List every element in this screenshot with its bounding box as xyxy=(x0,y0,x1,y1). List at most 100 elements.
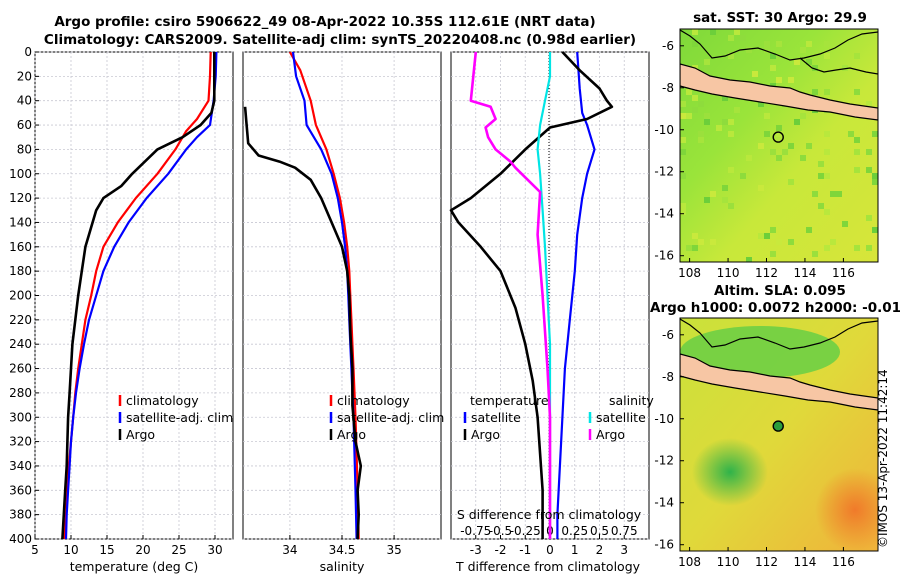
sst-pixel xyxy=(722,185,728,191)
sst-lat-ticks: -6 -8 -10 -12 -14 -16 xyxy=(654,39,684,263)
lat-tick-label: -16 xyxy=(654,538,674,552)
lon-tick-label: 110 xyxy=(717,266,740,280)
sla-frame xyxy=(679,317,879,552)
legend-satellite-label: satellite-adj. clim xyxy=(126,410,233,425)
sst-pixel xyxy=(704,197,710,203)
sst-pixel xyxy=(824,173,830,179)
difference-x-label: T difference from climatology xyxy=(455,559,641,574)
sst-pixel xyxy=(824,149,830,155)
sst-pixel xyxy=(728,167,734,173)
lat-tick-label: -12 xyxy=(654,165,674,179)
x-tick-label: 2 xyxy=(596,543,604,557)
sst-pixel xyxy=(764,41,770,47)
sst-pixel xyxy=(818,161,824,167)
series-argo xyxy=(61,52,216,540)
sst-pixel xyxy=(680,149,686,155)
sst-pixel xyxy=(692,245,698,251)
sst-pixel xyxy=(764,233,770,239)
difference-panel: -3 -2 -1 0 1 2 3 -0.75-0.5-0.25 0 0.25 0.5 0.75 T … xyxy=(449,51,654,574)
sst-pixel xyxy=(824,41,830,47)
series-s-argo xyxy=(469,51,552,539)
series-t-satellite xyxy=(556,51,596,539)
y-tick-label: 300 xyxy=(9,410,32,424)
y-tick-label: 160 xyxy=(9,240,32,254)
sst-pixel xyxy=(758,185,764,191)
sst-pixel xyxy=(692,41,698,47)
s-tick-label: -0.75 xyxy=(460,524,491,538)
salinity-legend: climatology satellite-adj. clim Argo xyxy=(329,393,444,442)
sst-pixel xyxy=(836,191,842,197)
sst-pixel xyxy=(776,131,782,137)
y-tick-label: 60 xyxy=(17,118,32,132)
sla-high-eddy xyxy=(815,468,878,551)
sst-pixel xyxy=(698,137,704,143)
sst-pixel xyxy=(716,125,722,131)
x-tick-label: 34.5 xyxy=(329,543,356,557)
y-tick-label: 380 xyxy=(9,508,32,522)
sst-pixel xyxy=(722,95,728,101)
sulawesi-coastline xyxy=(799,57,878,75)
lon-tick-label: 108 xyxy=(678,266,701,280)
lat-tick-label: -6 xyxy=(662,328,674,342)
sst-pixel xyxy=(704,59,710,65)
sst-pixel xyxy=(710,239,716,245)
sst-pixel xyxy=(824,131,830,137)
sst-pixel xyxy=(764,131,770,137)
y-tick-label: 120 xyxy=(9,191,32,205)
sst-pixel xyxy=(770,251,776,257)
y-tick-label: 260 xyxy=(9,362,32,376)
sst-pixel xyxy=(812,89,818,95)
java-landmass xyxy=(680,353,878,411)
sst-pixel xyxy=(854,245,860,251)
sst-pixel xyxy=(728,119,734,125)
sst-pixel xyxy=(728,203,734,209)
sst-pixel xyxy=(692,29,698,35)
lon-tick-label: 114 xyxy=(793,266,816,280)
lat-tick-label: -12 xyxy=(654,454,674,468)
lon-tick-label: 116 xyxy=(832,555,855,569)
difference-grid xyxy=(451,51,649,540)
sst-pixel xyxy=(788,143,794,149)
sst-pixel xyxy=(800,155,806,161)
sst-pixel xyxy=(818,173,824,179)
temperature-series xyxy=(61,51,218,540)
sst-pixel xyxy=(770,149,776,155)
y-tick-label: 20 xyxy=(17,69,32,83)
sst-pixel xyxy=(866,215,872,221)
lon-tick-label: 116 xyxy=(832,266,855,280)
legend-t-satellite-label: satellite xyxy=(471,410,521,425)
sst-pixel xyxy=(686,245,692,251)
sst-pixel xyxy=(692,107,698,113)
legend-salinity-title: salinity xyxy=(609,393,654,408)
sst-pixel xyxy=(872,179,878,185)
salinity-grid xyxy=(243,51,441,540)
sst-pixel xyxy=(734,29,740,35)
x-tick-label: -3 xyxy=(470,543,482,557)
y-tick-label: 280 xyxy=(9,386,32,400)
sst-pixel xyxy=(680,209,686,215)
temperature-y-ticks: 0 20 40 60 80 100 120 140 160 180 200 220 240 260 280 3… xyxy=(9,45,39,546)
sst-pixel xyxy=(734,107,740,113)
sst-pixel xyxy=(854,167,860,173)
x-tick-label: -2 xyxy=(495,543,507,557)
sla-argo-marker xyxy=(772,420,784,432)
sst-pixel xyxy=(776,239,782,245)
sst-pixel xyxy=(872,131,878,137)
sst-pixel xyxy=(692,95,698,101)
y-tick-label: 200 xyxy=(9,289,32,303)
s-tick-label: -0.25 xyxy=(510,524,541,538)
sst-pixel xyxy=(872,173,878,179)
legend-climatology-label: climatology xyxy=(337,393,410,408)
sst-pixel xyxy=(824,245,830,251)
legend-argo-label: Argo xyxy=(337,427,366,442)
sst-pixel xyxy=(758,101,764,107)
sla-green-band xyxy=(680,326,840,378)
sst-pixel xyxy=(866,149,872,155)
sst-pixel xyxy=(776,125,782,131)
x-tick-label: 15 xyxy=(99,543,114,557)
sla-map: -6 -8 -10 -12 -14 -16 108 110 112 114 116 xyxy=(654,317,879,569)
sst-pixel xyxy=(788,77,794,83)
sst-pixel xyxy=(698,101,704,107)
lon-tick-label: 110 xyxy=(717,555,740,569)
java-landmass xyxy=(680,63,878,121)
